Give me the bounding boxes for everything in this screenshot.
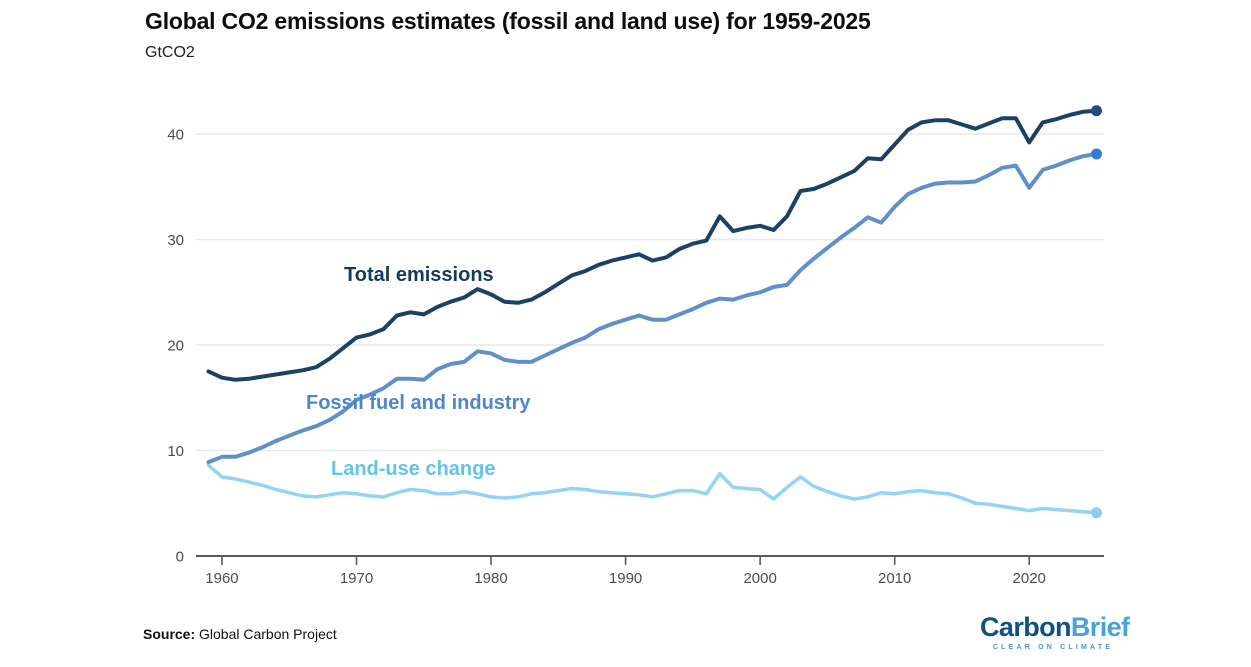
total-emissions-line	[206, 108, 1099, 382]
carbonbrief-logo-wordmark: CarbonBrief	[980, 612, 1130, 642]
y-tick-label: 30	[167, 232, 184, 249]
source-label: Source:	[143, 626, 196, 642]
land-use-change-line	[206, 463, 1099, 515]
y-tick-label: 0	[176, 549, 184, 566]
fossil-fuel-and-industry-end-dot	[1091, 148, 1102, 160]
x-tick-label: 1970	[340, 570, 373, 587]
total-emissions-end-dot	[1091, 105, 1102, 117]
emissions-line-chart: 0 10 20 30 40 1960 1970 1980 1990 2000 2010 2020	[167, 105, 1104, 587]
y-tick-label: 10	[167, 443, 184, 460]
x-tick-label: 1960	[205, 570, 238, 587]
y-tick-label: 20	[167, 338, 184, 355]
y-tick-label: 40	[167, 127, 184, 144]
source-text: Global Carbon Project	[199, 626, 337, 642]
source-attribution: Source: Global Carbon Project	[143, 626, 337, 642]
x-tick-label: 2000	[743, 570, 776, 587]
x-tick-label: 2020	[1013, 570, 1046, 587]
series-label-land-use-change: Land-use change	[331, 458, 496, 480]
land-use-change-end-dot	[1091, 507, 1102, 519]
x-tick-label: 1990	[609, 570, 642, 587]
page-title: Global CO2 emissions estimates (fossil a…	[145, 8, 871, 34]
x-tick-label: 1980	[474, 570, 507, 587]
fossil-fuel-and-industry-line	[206, 152, 1099, 465]
series-label-fossil-fuel-and-industry: Fossil fuel and industry	[306, 392, 531, 414]
y-axis-unit-label: GtCO2	[145, 44, 195, 61]
series-label-total-emissions: Total emissions	[344, 264, 494, 286]
carbonbrief-logo-tagline: CLEAR ON CLIMATE	[992, 644, 1114, 651]
carbonbrief-logo: CarbonBrief CLEAR ON CLIMATE	[980, 612, 1130, 652]
x-tick-label: 2010	[878, 570, 911, 587]
